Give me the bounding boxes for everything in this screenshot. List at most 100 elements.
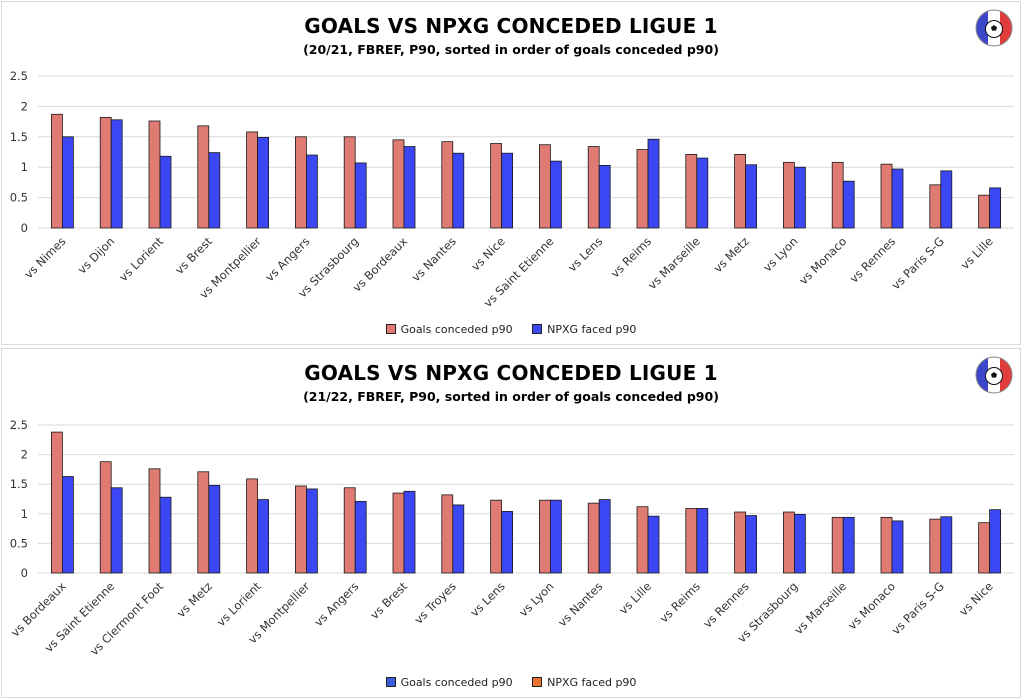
bar-goals-conceded <box>392 492 405 574</box>
chart-legend: Goals conceded p90 NPXG faced p90 <box>2 323 1020 336</box>
legend-label: Goals conceded p90 <box>400 323 513 336</box>
bar-goals-conceded <box>148 120 161 229</box>
bar-npxg-faced <box>745 515 757 574</box>
bar-npxg-faced <box>110 487 123 574</box>
bar-npxg-faced <box>403 146 416 229</box>
y-tick-label: 1 <box>21 507 28 521</box>
x-tick-label: vs Reims <box>657 579 703 625</box>
bar-npxg-faced <box>159 496 172 574</box>
bar-goals-conceded <box>880 163 893 229</box>
bar-npxg-faced <box>257 499 270 574</box>
bar-goals-conceded <box>783 511 795 574</box>
bar-goals-conceded <box>343 487 356 574</box>
legend-item-npxg: NPXG faced p90 <box>532 323 636 336</box>
bar-npxg-faced <box>647 138 660 229</box>
y-tick-label: 0 <box>21 221 28 235</box>
bar-goals-conceded <box>343 136 356 229</box>
bar-goals-conceded <box>99 461 112 574</box>
chart-subtitle: (20/21, FBREF, P90, sorted in order of g… <box>303 42 719 57</box>
bar-goals-conceded <box>294 136 307 229</box>
football-logo-icon <box>975 9 1013 47</box>
x-tick-label: vs Marseille <box>791 579 849 637</box>
bar-npxg-faced <box>62 476 74 574</box>
y-tick-label: 2.5 <box>10 418 28 432</box>
bar-goals-conceded <box>246 131 259 229</box>
bar-npxg-faced <box>403 490 416 574</box>
y-tick-label: 1.5 <box>10 477 28 491</box>
bar-goals-conceded <box>392 139 405 229</box>
bar-goals-conceded <box>685 508 698 574</box>
bar-npxg-faced <box>989 509 1001 574</box>
bar-npxg-faced <box>940 516 953 574</box>
bar-npxg-faced <box>452 152 465 229</box>
football-logo-icon <box>975 356 1013 394</box>
bar-goals-conceded <box>490 499 503 574</box>
bar-npxg-faced <box>598 164 611 229</box>
bar-goals-conceded <box>734 511 746 574</box>
chart-title: GOALS VS NPXG CONCEDED LIGUE 1 <box>304 14 718 38</box>
legend-swatch <box>385 324 396 334</box>
y-tick-label: 1.5 <box>10 130 28 144</box>
x-tick-label: vs Angers <box>311 579 361 629</box>
bar-npxg-faced <box>305 154 318 229</box>
bar-goals-conceded <box>734 154 746 229</box>
x-tick-label: vs Monaco <box>796 234 849 287</box>
y-tick-label: 2.5 <box>10 69 28 83</box>
bar-goals-conceded <box>246 478 259 574</box>
x-tick-label: vs Metz <box>174 579 215 620</box>
x-tick-label: vs Dijon <box>75 234 117 276</box>
x-tick-label: vs Troyes <box>411 579 459 627</box>
legend-swatch <box>532 324 543 334</box>
bar-goals-conceded <box>539 144 551 229</box>
chart-subtitle: (21/22, FBREF, P90, sorted in order of g… <box>303 389 719 404</box>
bar-npxg-faced <box>257 137 270 229</box>
bar-npxg-faced <box>794 166 806 229</box>
bar-goals-conceded <box>783 161 795 229</box>
y-tick-label: 2 <box>21 99 28 113</box>
bar-goals-conceded <box>831 516 844 574</box>
y-tick-label: 1 <box>21 160 28 174</box>
bar-goals-conceded <box>197 125 210 229</box>
bar-npxg-faced <box>989 187 1001 229</box>
bar-npxg-faced <box>110 119 123 229</box>
y-tick-label: 2 <box>21 448 28 462</box>
bar-npxg-faced <box>62 136 74 229</box>
bar-goals-conceded <box>880 516 893 574</box>
x-tick-label: vs Lorient <box>116 234 166 284</box>
bar-npxg-faced <box>501 511 514 574</box>
legend-label: NPXG faced p90 <box>547 323 637 336</box>
x-tick-label: vs Nimes <box>21 234 68 281</box>
bar-npxg-faced <box>501 152 514 229</box>
legend-item-npxg: NPXG faced p90 <box>532 676 636 689</box>
x-tick-label: vs Metz <box>711 234 752 275</box>
bar-npxg-faced <box>745 164 757 229</box>
bar-goals-conceded <box>294 485 307 574</box>
legend-swatch <box>385 677 396 687</box>
bar-goals-conceded <box>539 499 551 574</box>
bar-goals-conceded <box>441 141 454 229</box>
legend-item-goals: Goals conceded p90 <box>385 323 513 336</box>
bar-npxg-faced <box>550 499 562 574</box>
bar-npxg-faced <box>794 513 806 574</box>
bar-npxg-faced <box>647 515 660 574</box>
y-tick-label: 0 <box>21 566 28 580</box>
bar-npxg-faced <box>598 499 611 574</box>
x-tick-label: vs Lorient <box>214 579 264 629</box>
legend-item-goals: Goals conceded p90 <box>385 676 513 689</box>
legend-label: Goals conceded p90 <box>400 676 513 689</box>
y-tick-label: 0.5 <box>10 536 28 550</box>
bar-goals-conceded <box>51 113 63 229</box>
bar-npxg-faced <box>696 157 709 229</box>
bar-goals-conceded <box>636 506 649 574</box>
bar-goals-conceded <box>441 494 454 574</box>
bar-npxg-faced <box>550 160 562 229</box>
bar-goals-conceded <box>636 149 649 229</box>
bar-npxg-faced <box>208 152 221 229</box>
x-tick-label: vs Lyon <box>516 579 556 619</box>
bar-npxg-faced <box>842 516 855 574</box>
bar-goals-conceded <box>685 154 698 229</box>
x-tick-label: vs Paris S-G <box>889 579 947 637</box>
bar-goals-conceded <box>929 518 942 574</box>
